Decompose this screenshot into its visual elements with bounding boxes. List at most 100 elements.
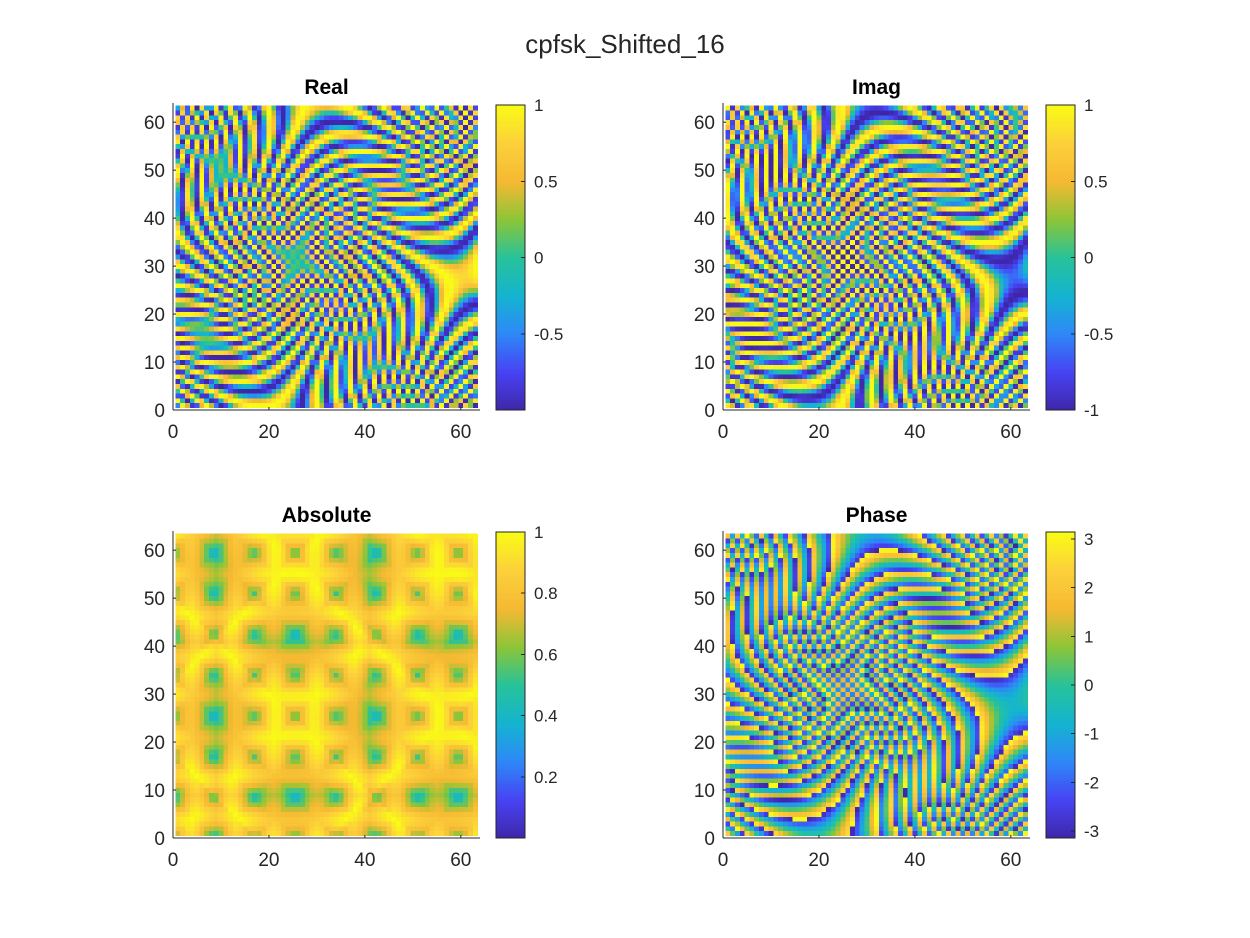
heatmap-cell — [276, 124, 282, 130]
heatmap-cell — [304, 350, 311, 356]
heatmap-cell — [744, 114, 750, 121]
heatmap-cell — [754, 201, 760, 207]
heatmap-cell — [237, 162, 243, 169]
heatmap-cell — [429, 340, 435, 346]
heatmap-cell — [256, 321, 263, 327]
heatmap-cell — [328, 206, 335, 212]
heatmap-cell — [213, 215, 219, 221]
heatmap-cell — [468, 196, 474, 202]
heatmap-cell — [763, 206, 769, 212]
heatmap-cell — [744, 297, 750, 303]
heatmap-cell — [787, 215, 793, 221]
heatmap-cell — [739, 393, 745, 399]
heatmap-cell — [232, 191, 239, 197]
heatmap-cell — [266, 374, 272, 380]
heatmap-cell — [376, 287, 383, 293]
heatmap-cell — [725, 393, 731, 399]
heatmap-cell — [367, 326, 373, 332]
heatmap-cell — [175, 273, 181, 279]
heatmap-cells — [175, 105, 478, 408]
heatmap-cell — [739, 225, 745, 231]
heatmap-cell — [739, 215, 745, 221]
heatmap-cell — [261, 302, 267, 308]
heatmap-cell — [763, 273, 769, 279]
heatmap-cell — [218, 354, 224, 361]
heatmap-cell — [424, 143, 431, 149]
heatmap-cell — [429, 388, 435, 394]
heatmap-cell — [242, 287, 248, 293]
heatmap-cell — [300, 162, 306, 169]
heatmap-cell — [247, 311, 253, 317]
heatmap-cell — [429, 210, 435, 217]
heatmap-cell — [405, 201, 411, 207]
heatmap-cell — [266, 302, 272, 308]
heatmap-cell — [768, 196, 774, 202]
heatmap-cell — [749, 134, 755, 140]
heatmap-cell — [458, 268, 464, 274]
heatmap-cell — [376, 374, 383, 380]
heatmap-cell — [247, 220, 253, 226]
heatmap-cell — [194, 374, 200, 380]
heatmap-cell — [237, 311, 243, 317]
colorbar-swatch — [496, 138, 525, 142]
heatmap-cell — [362, 138, 368, 145]
heatmap-cell — [458, 186, 464, 193]
heatmap-cell — [194, 321, 200, 327]
heatmap-cell — [328, 105, 335, 111]
heatmap-cell — [184, 311, 191, 317]
heatmap-cell — [295, 110, 301, 116]
heatmap-cell — [338, 369, 344, 375]
heatmap-cell — [768, 359, 774, 365]
heatmap-cell — [304, 306, 311, 313]
heatmap-cell — [328, 234, 335, 241]
heatmap-cell — [367, 225, 373, 231]
colorbar-swatch — [496, 158, 525, 162]
heatmap-cell — [472, 398, 478, 404]
heatmap-cell — [276, 273, 282, 279]
heatmap-cell — [754, 230, 760, 236]
heatmap-cell — [357, 350, 363, 356]
heatmap-cell — [280, 210, 287, 217]
heatmap-cell — [184, 134, 191, 140]
heatmap-cell — [463, 316, 469, 322]
heatmap-cell — [232, 114, 239, 121]
heatmap-cell — [396, 158, 402, 164]
heatmap-cell — [309, 167, 315, 173]
heatmap-cell — [386, 311, 392, 317]
heatmap-cell — [391, 278, 397, 284]
heatmap-cell — [362, 383, 368, 389]
heatmap-cell — [400, 388, 407, 394]
heatmap-cell — [754, 359, 760, 365]
heatmap-cell — [333, 383, 339, 389]
heatmap-cell — [328, 114, 335, 121]
heatmap-cell — [237, 206, 243, 212]
heatmap-cell — [458, 177, 464, 183]
heatmap-cell — [448, 172, 455, 178]
heatmap-cell — [773, 335, 779, 341]
heatmap-cell — [333, 369, 339, 375]
heatmap-cell — [252, 359, 258, 365]
heatmap-cell — [787, 206, 793, 212]
heatmap-cell — [285, 119, 291, 125]
heatmap-cell — [773, 268, 779, 274]
heatmap-cell — [199, 220, 205, 226]
heatmap-cell — [420, 273, 426, 279]
heatmap-cell — [232, 129, 239, 135]
heatmap-cell — [434, 138, 440, 145]
heatmap-cell — [410, 350, 416, 356]
heatmap-cell — [773, 326, 779, 332]
colorbar-tick-label: 0.5 — [534, 172, 558, 191]
heatmap-cell — [314, 201, 320, 207]
heatmap-cell — [725, 326, 731, 332]
heatmap-cell — [787, 297, 793, 303]
heatmap-cell — [362, 273, 368, 279]
heatmap-cell — [367, 345, 373, 351]
heatmap-cell — [725, 182, 731, 188]
heatmap-cell — [763, 143, 769, 149]
heatmap-cell — [324, 196, 330, 202]
heatmap-cell — [348, 287, 354, 293]
heatmap-cell — [276, 134, 282, 140]
heatmap-cell — [290, 345, 296, 351]
heatmap-cell — [734, 119, 741, 125]
heatmap-cell — [324, 124, 330, 130]
